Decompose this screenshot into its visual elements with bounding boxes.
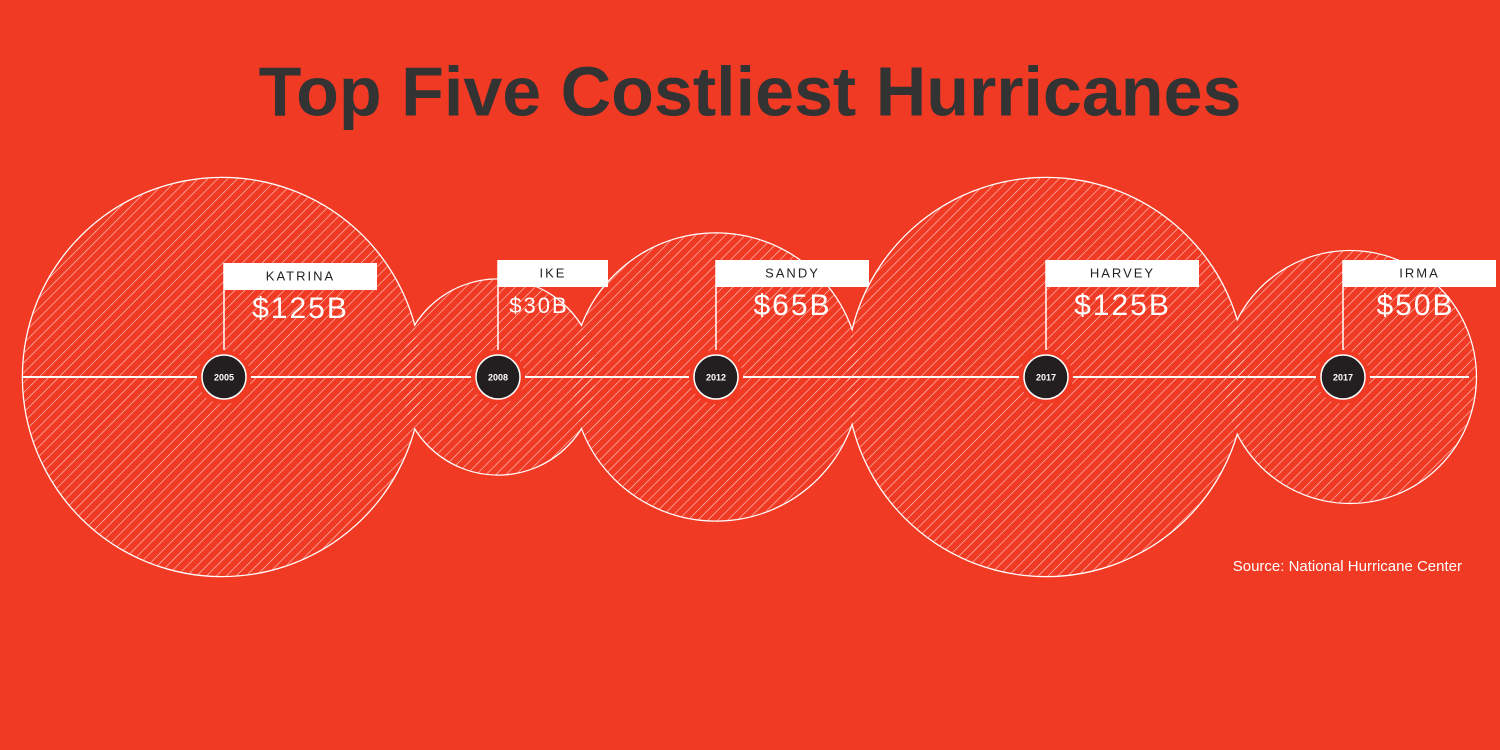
source: Source: National Hurricane Center [1233, 558, 1462, 575]
cost-label: $125B [252, 292, 349, 325]
year-dot [475, 354, 521, 400]
year-dot [201, 354, 247, 400]
cost-label: $65B [753, 289, 831, 322]
year-label: 2008 [488, 372, 508, 382]
hurricane-name: KATRINA [266, 268, 335, 283]
hurricane-name: SANDY [765, 265, 820, 280]
year-dot [1320, 354, 1366, 400]
cost-label: $125B [1074, 289, 1171, 322]
hurricane-name: IRMA [1399, 265, 1440, 280]
year-dot [693, 354, 739, 400]
hurricane-name: IKE [540, 265, 567, 280]
label-box [716, 260, 869, 287]
hurricane-name: HARVEY [1090, 265, 1155, 280]
year-label: 2017 [1333, 372, 1353, 382]
label-box [1343, 260, 1496, 287]
cost-label: $30B [509, 293, 568, 318]
year-label: 2012 [706, 372, 726, 382]
label-box [498, 260, 608, 287]
cost-label: $50B [1376, 289, 1454, 322]
label-box [1046, 260, 1199, 287]
year-label: 2017 [1036, 372, 1056, 382]
year-dot [1023, 354, 1069, 400]
label-box [224, 263, 377, 290]
year-label: 2005 [214, 372, 234, 382]
chart-title: Top Five Costliest Hurricanes [259, 52, 1242, 130]
